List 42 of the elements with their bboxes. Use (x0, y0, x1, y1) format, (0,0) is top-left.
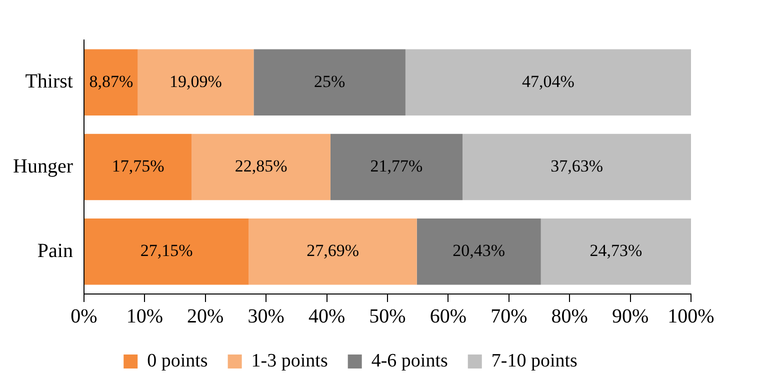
bar (330, 134, 463, 200)
bar (248, 218, 417, 285)
data-label: 37,63% (550, 156, 603, 176)
x-tick-label: 10% (126, 305, 164, 328)
bar (84, 134, 192, 200)
bar (540, 218, 691, 285)
bar (138, 49, 254, 116)
legend-label: 4-6 points (371, 350, 448, 372)
y-tick-label: Thirst (25, 70, 74, 93)
data-label: 21,77% (370, 156, 423, 176)
data-label: 8,87% (89, 72, 134, 91)
data-label: 25% (314, 72, 346, 91)
x-tick-label: 90% (612, 305, 649, 328)
legend-label: 1-3 points (251, 350, 328, 372)
x-tick-label: 0% (70, 305, 98, 328)
x-tick-label: 70% (490, 305, 528, 328)
x-tick-label: 20% (187, 305, 224, 328)
bar (405, 49, 691, 116)
x-tick-label: 100% (668, 305, 714, 328)
data-label: 19,09% (170, 72, 222, 91)
bar (84, 218, 249, 285)
legend-label: 7-10 points (491, 350, 578, 372)
bar (192, 134, 330, 200)
x-tick-label: 80% (551, 305, 588, 328)
data-label: 17,75% (112, 156, 164, 176)
bar (462, 134, 691, 200)
bar (416, 218, 541, 285)
y-tick-label: Hunger (12, 155, 74, 178)
data-label: 20,43% (452, 241, 506, 260)
x-tick-label: 50% (369, 305, 406, 328)
legend-label: 0 points (147, 350, 208, 372)
data-label: 24,73% (590, 241, 642, 260)
data-label: 22,85% (234, 156, 288, 176)
x-tick-label: 60% (430, 305, 467, 328)
x-tick-label: 30% (248, 305, 284, 328)
data-label: 27,15% (140, 241, 193, 260)
y-tick-label: Pain (37, 240, 73, 262)
data-label: 47,04% (522, 72, 574, 91)
x-tick-label: 40% (308, 305, 346, 328)
bar (84, 49, 138, 116)
data-label: 27,69% (306, 241, 360, 260)
bar (254, 49, 406, 116)
